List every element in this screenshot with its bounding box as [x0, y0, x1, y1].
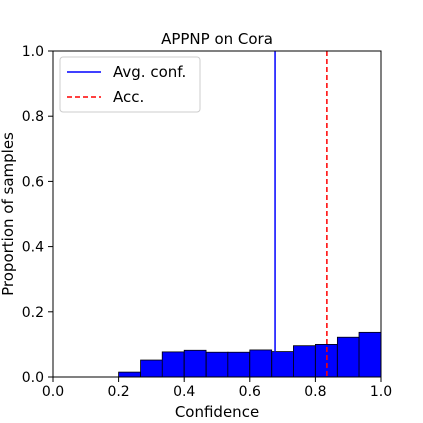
legend: Avg. conf. Acc. — [59, 56, 201, 113]
y-tick-label-2: 0.4 — [22, 240, 44, 256]
x-tick-label-4: 0.8 — [304, 384, 326, 400]
histogram-bar-8 — [293, 345, 316, 378]
chart-title: APPNP on Cora — [161, 30, 273, 48]
histogram-bar-6 — [249, 349, 273, 378]
y-axis-ticks: 0.0 0.2 0.4 0.6 0.8 1.0 — [22, 44, 53, 386]
y-tick-label-1: 0.2 — [22, 305, 44, 321]
histogram-bar-10 — [336, 336, 360, 378]
histogram-bar-5 — [227, 351, 251, 378]
legend-label-avg-conf: Avg. conf. — [113, 63, 186, 81]
legend-label-acc: Acc. — [113, 88, 144, 106]
histogram-bar-1 — [140, 359, 163, 378]
y-tick-label-5: 1.0 — [22, 44, 44, 60]
x-tick-label-1: 0.2 — [107, 384, 129, 400]
histogram-bar-2 — [161, 351, 185, 378]
histogram-bar-4 — [205, 351, 229, 378]
y-axis-label: Proportion of samples — [0, 132, 17, 296]
x-tick-label-3: 0.6 — [239, 384, 261, 400]
x-tick-label-0: 0.0 — [42, 384, 64, 400]
reference-lines — [274, 51, 328, 377]
legend-box — [59, 56, 201, 113]
histogram-bars — [118, 331, 382, 378]
y-tick-label-3: 0.6 — [22, 174, 44, 190]
y-tick-label-4: 0.8 — [22, 109, 44, 125]
x-tick-label-2: 0.4 — [173, 384, 195, 400]
histogram-bar-11 — [358, 331, 382, 378]
histogram-bar-3 — [183, 349, 207, 378]
histogram-bar-0 — [118, 371, 141, 378]
x-axis-ticks: 0.0 0.2 0.4 0.6 0.8 1.0 — [42, 377, 392, 400]
x-tick-label-5: 1.0 — [370, 384, 392, 400]
plot-area-frame — [52, 50, 382, 378]
x-axis-label: Confidence — [175, 403, 259, 421]
y-tick-label-0: 0.0 — [22, 370, 44, 386]
